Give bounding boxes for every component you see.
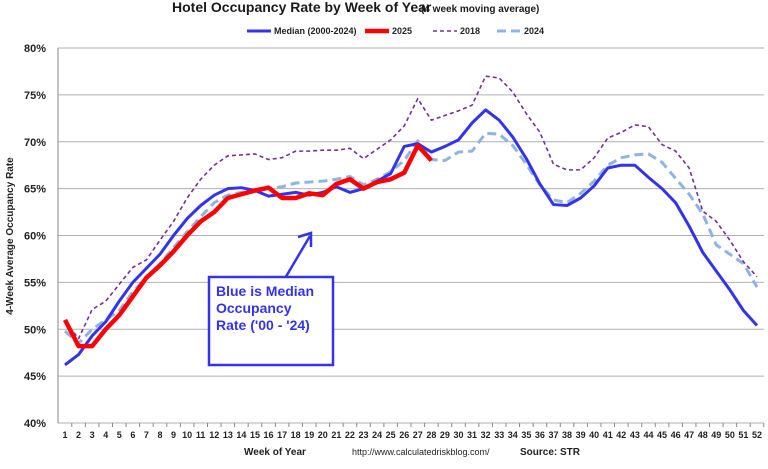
- y-tick-label: 80%: [24, 43, 46, 55]
- annotation-line-2: Occupancy: [216, 300, 292, 316]
- x-tick-label: 19: [304, 430, 314, 440]
- x-tick-label: 28: [426, 430, 436, 440]
- x-tick-label: 26: [399, 430, 409, 440]
- y-tick-label: 70%: [24, 137, 46, 149]
- x-tick-label: 24: [372, 430, 382, 440]
- x-tick-label: 1: [62, 430, 67, 440]
- x-tick-label: 30: [453, 430, 463, 440]
- x-axis-label: Week of Year: [244, 447, 306, 458]
- x-tick-label: 5: [117, 430, 122, 440]
- x-tick-label: 48: [698, 430, 708, 440]
- x-tick-label: 27: [413, 430, 423, 440]
- x-tick-label: 47: [684, 430, 694, 440]
- x-tick-label: 14: [236, 430, 246, 440]
- y-tick-label: 65%: [24, 184, 46, 196]
- x-tick-label: 45: [657, 430, 667, 440]
- y-axis-label: 4-Week Average Occupancy Rate: [5, 157, 16, 315]
- x-tick-label: 6: [130, 430, 135, 440]
- x-tick-label: 4: [103, 430, 108, 440]
- x-tick-label: 29: [440, 430, 450, 440]
- y-tick-label: 55%: [24, 277, 46, 289]
- x-tick-label: 33: [494, 430, 504, 440]
- annotation-box: [207, 275, 335, 367]
- x-tick-label: 50: [725, 430, 735, 440]
- legend-label: 2018: [460, 26, 480, 36]
- source-label: Source: STR: [520, 447, 581, 458]
- x-tick-label: 43: [630, 430, 640, 440]
- x-tick-label: 15: [250, 430, 260, 440]
- x-tick-label: 38: [562, 430, 572, 440]
- y-tick-label: 50%: [24, 324, 46, 336]
- chart-title: Hotel Occupancy Rate by Week of Year: [172, 0, 432, 15]
- y-tick-label: 60%: [24, 231, 46, 243]
- gridlines: [57, 47, 765, 427]
- x-tick-label: 2: [76, 430, 81, 440]
- y-axis-ticks: 40% 45% 50% 55% 60% 65% 70% 75% 80%: [24, 43, 46, 430]
- x-tick-label: 49: [711, 430, 721, 440]
- x-tick-label: 31: [467, 430, 477, 440]
- x-tick-label: 16: [264, 430, 274, 440]
- chart-subtitle: (4 week moving average): [421, 4, 539, 15]
- x-tick-label: 3: [90, 430, 95, 440]
- x-tick-label: 41: [603, 430, 613, 440]
- x-tick-label: 40: [589, 430, 599, 440]
- series-line-median: [64, 108, 759, 367]
- y-tick-label: 45%: [24, 371, 46, 383]
- series-line-2018: [64, 75, 758, 340]
- annotation: Blue is Median Occupancy Rate ('00 - '24…: [207, 231, 335, 367]
- x-tick-label: 44: [643, 430, 653, 440]
- x-tick-label: 25: [386, 430, 396, 440]
- y-tick-label: 40%: [24, 418, 46, 430]
- x-tick-label: 36: [535, 430, 545, 440]
- x-tick-label: 37: [548, 430, 558, 440]
- x-tick-label: 35: [521, 430, 531, 440]
- series-lines: [63, 75, 759, 367]
- x-tick-label: 13: [223, 430, 233, 440]
- x-tick-label: 10: [182, 430, 192, 440]
- annotation-line-1: Blue is Median: [216, 283, 314, 299]
- source-url: http://www.calculatedriskblog.com/: [352, 447, 490, 457]
- x-tick-label: 17: [277, 430, 287, 440]
- x-axis-ticks: 1 2 3 4 5 6 7 8 9 10 11 12 13 14 15 16 17 18 19 20 21 22 23 24 2…: [62, 430, 762, 440]
- x-tick-label: 18: [291, 430, 301, 440]
- x-tick-label: 7: [144, 430, 149, 440]
- annotation-line-3: Rate ('00 - '24): [216, 317, 310, 333]
- x-tick-label: 51: [738, 430, 748, 440]
- series-line-2024: [63, 131, 759, 345]
- x-tick-label: 9: [171, 430, 176, 440]
- legend-label: 2024: [524, 26, 544, 36]
- y-tick-label: 75%: [24, 90, 46, 102]
- x-tick-label: 21: [331, 430, 341, 440]
- legend-label: Median (2000-2024): [274, 26, 357, 36]
- series-line-2025: [63, 143, 434, 349]
- x-tick-label: 23: [359, 430, 369, 440]
- x-tick-label: 20: [318, 430, 328, 440]
- x-tick-label: 8: [157, 430, 162, 440]
- x-tick-label: 34: [508, 430, 518, 440]
- x-tick-label: 46: [671, 430, 681, 440]
- x-tick-label: 42: [616, 430, 626, 440]
- x-tick-label: 52: [752, 430, 762, 440]
- arrow-head-icon: [297, 231, 313, 247]
- legend-label: 2025: [392, 26, 412, 36]
- x-tick-label: 32: [481, 430, 491, 440]
- legend: Median (2000-2024) 2025 2018 2024: [247, 26, 544, 36]
- x-tick-label: 11: [196, 430, 206, 440]
- x-tick-label: 39: [576, 430, 586, 440]
- x-tick-label: 12: [209, 430, 219, 440]
- x-tick-label: 22: [345, 430, 355, 440]
